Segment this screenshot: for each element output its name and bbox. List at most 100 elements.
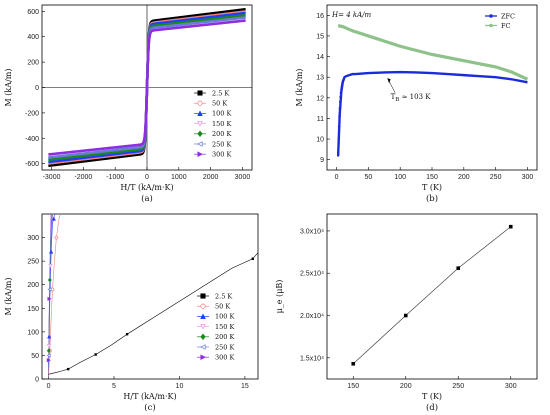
y-tick-label: 150 [27, 306, 39, 313]
y-tick-label: 9 [320, 157, 324, 164]
panel-caption: (d) [426, 402, 438, 413]
data-point [51, 216, 56, 221]
y-tick-label: 2.0x10⁴ [300, 313, 324, 320]
x-tick-label: 250 [490, 174, 502, 181]
series-line-6 [48, 19, 246, 156]
data-point [125, 333, 129, 336]
data-point [251, 257, 254, 260]
legend-marker [197, 110, 203, 116]
data-point [46, 348, 51, 354]
data-point [47, 296, 52, 301]
data-point [47, 287, 52, 292]
data-point [49, 249, 54, 254]
legend-label: 250 K [215, 343, 234, 351]
x-tick-label: -3000 [43, 174, 61, 181]
y-tick-label: 100 [27, 329, 39, 336]
x-tick-label: 0 [47, 383, 51, 390]
y-tick-label: -600 [25, 161, 39, 168]
tb-arrowhead [387, 78, 391, 84]
series-group [46, 207, 258, 377]
zfc-point [340, 85, 343, 89]
zfc-point [339, 91, 342, 94]
x-tick-label: 200 [458, 174, 470, 181]
series-line-zfc [336, 70, 528, 156]
legend-label: ZFC [501, 12, 515, 20]
y-axis-label: M (kA/m) [4, 278, 13, 316]
data-point [47, 277, 52, 283]
data-point [54, 235, 59, 240]
plot-frame [41, 213, 259, 380]
x-tick-label: 200 [400, 383, 412, 390]
zfc-point [339, 95, 342, 98]
x-tick-label: 250 [452, 383, 464, 390]
y-tick-label: 3.0x10⁴ [300, 228, 324, 235]
x-tick-label: 2000 [203, 174, 219, 181]
x-axis-label: H/T (kA/m·K) [120, 183, 173, 192]
data-point [52, 208, 55, 211]
y-tick-label: 200 [27, 282, 39, 289]
data-point [47, 334, 52, 339]
x-tick-label: 10 [176, 383, 184, 390]
zfc-point [337, 138, 340, 141]
y-tick-label: 300 [27, 235, 39, 242]
legend-marker [489, 23, 493, 28]
y-tick-label: 0 [35, 377, 39, 384]
legend-marker [489, 14, 493, 18]
legend-marker [200, 344, 206, 350]
legend: 2.5 K 50 K 100 K 150 K 200 K 250 K 300 K [194, 89, 231, 159]
zfc-point [338, 115, 341, 118]
y-tick-label: 0 [35, 85, 39, 92]
y-tick-label: 10 [316, 137, 324, 144]
legend-marker [197, 130, 203, 137]
panel-a: -3000 -2000 -1000 0 1000 2000 3000-600-400-200… [4, 4, 253, 204]
legend-label: 50 K [212, 100, 227, 108]
legend-label: 150 K [215, 323, 234, 331]
zfc-point [338, 100, 342, 104]
series-lines [48, 7, 246, 168]
y-tick-label: 12 [316, 95, 324, 102]
series-line-0 [48, 252, 258, 375]
legend: 2.5 K 50 K 100 K 150 K 200 K 250 K 300 K [197, 292, 234, 362]
x-tick-label: 3000 [235, 174, 251, 181]
legend-label: 300 K [215, 354, 234, 362]
tb-subscript: B [395, 97, 399, 103]
data-point [66, 367, 70, 371]
zfc-point [340, 88, 343, 91]
x-tick-label: 0 [335, 174, 339, 181]
y-tick-label: 1.5x10⁴ [300, 355, 324, 362]
x-tick-label: 0 [145, 174, 149, 181]
legend-label: 150 K [212, 120, 231, 128]
legend-label: 200 K [212, 130, 231, 138]
panel-b: 0 50 100 150 200 250 300 9 10 11 12 13 14 15 16 H= 4 kA… [295, 4, 538, 204]
data-point [46, 358, 51, 363]
legend-marker [200, 324, 206, 330]
legend-label: 200 K [215, 333, 234, 341]
legend-label: 2.5 K [212, 89, 229, 97]
legend-label: 250 K [212, 140, 231, 148]
x-axis-label: T (K) [422, 183, 442, 192]
data-point [50, 208, 53, 211]
legend-marker [197, 151, 203, 157]
legend-label: 100 K [215, 313, 234, 321]
y-axis-label: μ_e (μB) [275, 280, 284, 314]
legend-marker [200, 333, 206, 340]
y-tick-label: 2.5x10⁴ [300, 271, 324, 278]
panel-caption: (a) [141, 193, 153, 204]
y-tick-label: 250 [27, 259, 39, 266]
legend-marker [197, 100, 203, 106]
data-point [46, 344, 52, 349]
zfc-point [342, 78, 345, 81]
data-point [48, 264, 53, 269]
x-tick-label: 5 [112, 383, 116, 390]
x-axis-label: T (K) [422, 392, 442, 401]
panel-caption: (b) [426, 193, 438, 204]
legend-marker [197, 121, 203, 127]
y-tick-label: 11 [317, 116, 324, 123]
data-point [94, 353, 97, 356]
data-point [51, 207, 54, 211]
x-tick-label: 50 [364, 174, 372, 181]
y-tick-label: 200 [27, 60, 39, 67]
legend-label: 300 K [212, 151, 231, 159]
tb-value: ≈ 103 K [399, 93, 431, 101]
